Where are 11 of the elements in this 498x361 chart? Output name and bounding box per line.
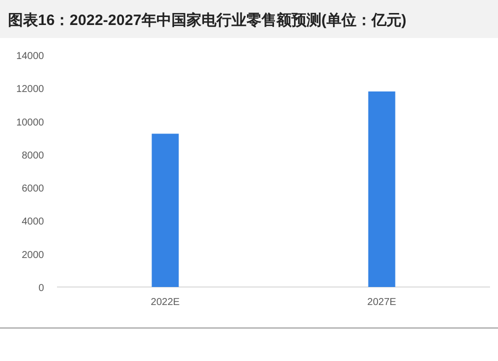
y-tick-label: 14000 [16,51,44,62]
y-tick-label: 10000 [16,117,44,128]
y-tick-label: 8000 [22,150,44,162]
x-tick-label: 2027E [367,297,397,308]
chart-title: 图表16：2022-2027年中国家电行业零售额预测(单位：亿元) [8,11,406,29]
y-tick-label: 6000 [22,184,44,195]
x-tick-label: 2022E [150,297,180,308]
y-tick-label: 0 [38,283,44,294]
y-tick-label: 2000 [22,250,44,261]
y-tick-label: 4000 [22,216,44,228]
y-tick-label: 12000 [16,84,44,96]
